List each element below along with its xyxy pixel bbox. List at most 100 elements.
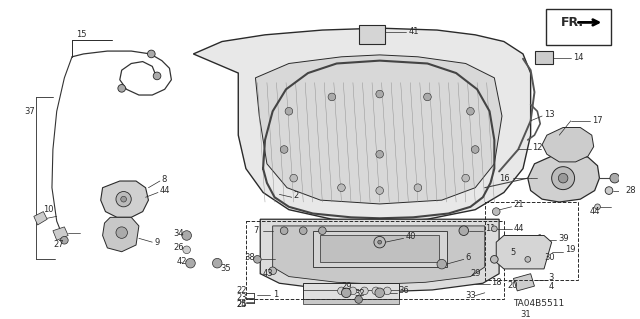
Polygon shape [513, 274, 534, 291]
Polygon shape [255, 55, 502, 204]
Circle shape [147, 50, 155, 58]
Text: 24: 24 [236, 300, 247, 309]
Text: 39: 39 [558, 234, 569, 243]
Circle shape [349, 287, 356, 295]
Circle shape [269, 267, 276, 275]
Text: 15: 15 [76, 30, 86, 39]
Circle shape [118, 85, 125, 92]
Circle shape [376, 187, 383, 194]
Text: 7: 7 [253, 226, 259, 235]
Circle shape [383, 287, 391, 295]
Text: 33: 33 [466, 291, 476, 300]
Text: 1: 1 [273, 290, 278, 299]
Polygon shape [496, 235, 552, 269]
Text: 43: 43 [263, 269, 274, 278]
Text: 34: 34 [173, 229, 184, 238]
Text: 20: 20 [508, 281, 518, 290]
Text: 21: 21 [513, 200, 524, 209]
Text: FR.: FR. [561, 16, 584, 29]
Circle shape [492, 208, 500, 215]
Circle shape [376, 151, 383, 158]
Circle shape [558, 173, 568, 183]
Circle shape [355, 296, 362, 303]
Bar [246, 221, 504, 300]
Circle shape [372, 287, 380, 295]
Circle shape [424, 93, 431, 101]
Circle shape [280, 146, 288, 153]
Bar [303, 283, 399, 299]
Text: 17: 17 [592, 116, 602, 125]
Bar [546, 9, 608, 45]
Circle shape [552, 167, 575, 189]
Text: 5: 5 [511, 248, 516, 257]
Polygon shape [542, 128, 594, 162]
Polygon shape [102, 217, 139, 252]
Circle shape [186, 258, 195, 268]
Text: 13: 13 [544, 110, 555, 119]
Text: 44: 44 [590, 207, 600, 216]
Circle shape [212, 258, 222, 268]
Text: 40: 40 [406, 232, 416, 241]
Text: 41: 41 [408, 27, 419, 36]
Polygon shape [273, 226, 484, 284]
Circle shape [605, 187, 613, 194]
Circle shape [342, 288, 351, 298]
Text: 27: 27 [53, 240, 63, 249]
Text: 10: 10 [44, 205, 54, 214]
Circle shape [374, 236, 385, 248]
Text: 35: 35 [220, 264, 231, 273]
Circle shape [610, 173, 620, 183]
Polygon shape [260, 219, 499, 292]
Circle shape [375, 288, 385, 298]
Circle shape [319, 227, 326, 234]
Circle shape [472, 146, 479, 153]
Text: 12: 12 [532, 143, 543, 152]
Bar [546, 9, 611, 45]
Text: 44: 44 [513, 224, 524, 233]
Circle shape [280, 227, 288, 234]
Text: 11: 11 [484, 224, 495, 233]
Polygon shape [193, 28, 531, 223]
Circle shape [290, 174, 298, 182]
Text: 37: 37 [24, 107, 35, 116]
Circle shape [490, 256, 498, 263]
Text: 22: 22 [236, 286, 247, 295]
Text: 3: 3 [548, 273, 554, 282]
Circle shape [116, 191, 131, 207]
Circle shape [328, 93, 336, 101]
Circle shape [360, 287, 368, 295]
Circle shape [378, 240, 381, 244]
Bar [536, 51, 552, 64]
Text: 36: 36 [399, 286, 410, 295]
Circle shape [462, 174, 470, 182]
Text: TA04B5511: TA04B5511 [513, 300, 564, 308]
Circle shape [116, 227, 127, 238]
Text: 29: 29 [342, 282, 352, 291]
Text: 30: 30 [544, 253, 555, 262]
Text: 26: 26 [173, 243, 184, 252]
Circle shape [285, 108, 292, 115]
Bar [303, 300, 399, 304]
Text: 8: 8 [162, 174, 167, 184]
Circle shape [376, 90, 383, 98]
Text: 29: 29 [470, 269, 481, 278]
Circle shape [467, 108, 474, 115]
Circle shape [153, 72, 161, 80]
Circle shape [253, 256, 261, 263]
Polygon shape [531, 234, 544, 246]
Text: 25: 25 [236, 300, 247, 309]
Text: 2: 2 [294, 191, 299, 200]
Polygon shape [528, 154, 600, 202]
Text: 9: 9 [154, 238, 159, 247]
Text: 16: 16 [499, 174, 509, 183]
Polygon shape [34, 211, 47, 225]
Text: 42: 42 [177, 257, 188, 266]
Circle shape [595, 204, 600, 210]
Circle shape [437, 259, 447, 269]
Circle shape [501, 314, 507, 319]
Bar [484, 202, 579, 280]
Text: 31: 31 [520, 310, 531, 319]
Circle shape [525, 256, 531, 262]
Text: 28: 28 [625, 186, 636, 195]
Text: 14: 14 [573, 53, 583, 62]
